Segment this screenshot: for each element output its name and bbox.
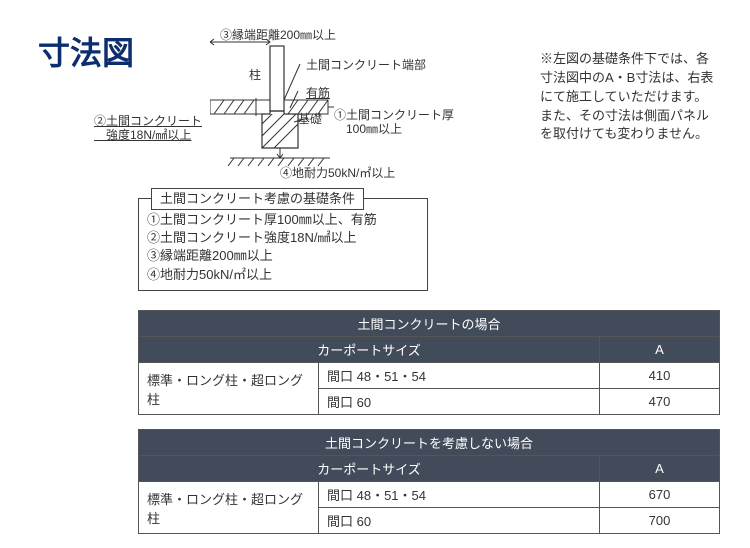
- table-title: 土間コンクリートの場合: [139, 311, 720, 337]
- condition-item: ①土間コンクリート厚100㎜以上、有筋: [147, 211, 419, 229]
- condition-item: ②土間コンクリート強度18N/㎟以上: [147, 229, 419, 247]
- cell-size: 間口 60: [319, 389, 600, 415]
- table-with-slab: 土間コンクリートの場合 カーポートサイズ A 標準・ロング柱・超ロング柱 間口 …: [138, 310, 720, 415]
- table-title: 土間コンクリートを考慮しない場合: [139, 430, 720, 456]
- cell-a: 700: [600, 508, 720, 534]
- table-without-slab: 土間コンクリートを考慮しない場合 カーポートサイズ A 標準・ロング柱・超ロング…: [138, 429, 720, 534]
- tables-area: 土間コンクリートの場合 カーポートサイズ A 標準・ロング柱・超ロング柱 間口 …: [138, 310, 720, 548]
- col-header-size: カーポートサイズ: [139, 337, 600, 363]
- foundation-diagram: [210, 28, 440, 188]
- col-header-size: カーポートサイズ: [139, 456, 600, 482]
- cell-a: 470: [600, 389, 720, 415]
- cell-a: 670: [600, 482, 720, 508]
- col-header-a: A: [600, 337, 720, 363]
- label-strength-1: ②土間コンクリート: [94, 114, 202, 128]
- conditions-title: 土間コンクリート考慮の基礎条件: [151, 188, 364, 210]
- col-header-a: A: [600, 456, 720, 482]
- label-strength-2: 強度18N/㎟以上: [94, 128, 191, 142]
- side-note: ※左図の基礎条件下では、各寸法図中のA・B寸法は、右表にて施工していただけます。…: [540, 50, 720, 144]
- cell-a: 410: [600, 363, 720, 389]
- conditions-box: 土間コンクリート考慮の基礎条件 ①土間コンクリート厚100㎜以上、有筋 ②土間コ…: [138, 198, 428, 291]
- row-label: 標準・ロング柱・超ロング柱: [139, 363, 319, 415]
- condition-item: ③縁端距離200㎜以上: [147, 247, 419, 265]
- cell-size: 間口 48・51・54: [319, 482, 600, 508]
- cell-size: 間口 48・51・54: [319, 363, 600, 389]
- cell-size: 間口 60: [319, 508, 600, 534]
- row-label: 標準・ロング柱・超ロング柱: [139, 482, 319, 534]
- condition-item: ④地耐力50kN/㎡以上: [147, 266, 419, 284]
